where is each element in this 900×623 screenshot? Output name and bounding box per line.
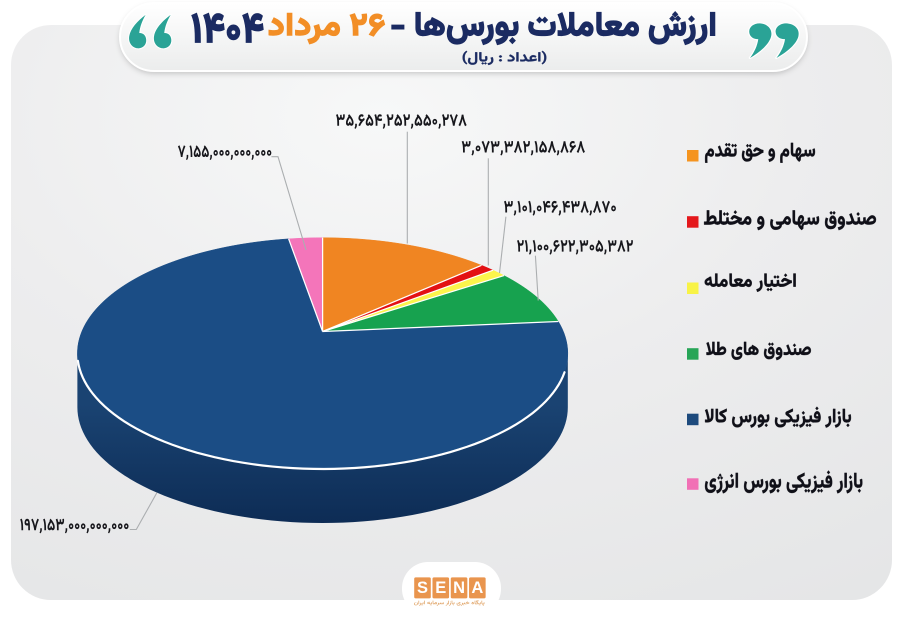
svg-text:S: S	[417, 579, 428, 597]
svg-text:A: A	[471, 579, 483, 597]
svg-text:N: N	[453, 579, 465, 597]
svg-text:E: E	[435, 579, 446, 597]
